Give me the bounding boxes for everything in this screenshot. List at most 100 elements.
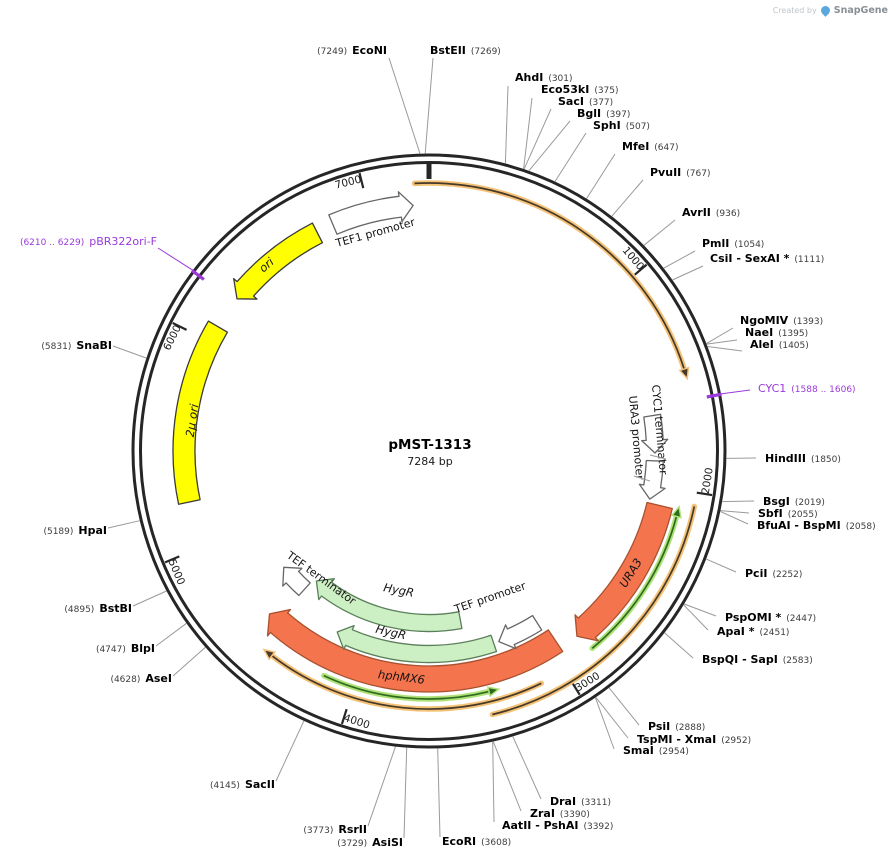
enzyme-site-label[interactable]: BstEII (7269) [430,44,501,57]
enzyme-site-label[interactable]: DraI (3311) [550,795,611,808]
enzyme-leader-line [157,247,193,271]
enzyme-leader-line [706,327,734,345]
enzyme-site-label[interactable]: ZraI (3390) [530,807,590,820]
label-2μ-ori[interactable]: 2μ ori [183,402,202,438]
branding: Created by SnapGene [772,4,888,17]
enzyme-leader-line [594,697,615,750]
enzyme-leader-line [512,736,542,800]
enzyme-site-label[interactable]: SphI (507) [593,119,650,132]
orf-arc-tan [489,503,698,718]
enzyme-site-label[interactable]: PsiI (2888) [648,720,705,733]
enzyme-site-label[interactable]: NaeI (1395) [745,326,808,339]
enzyme-site-label[interactable]: PciI (2252) [745,567,802,580]
label-ura3-promoter[interactable]: URA3 promoter [626,395,646,481]
enzyme-site-label[interactable]: BfuAI - BspMI (2058) [757,519,876,532]
enzyme-leader-line [586,153,616,199]
enzyme-site-label[interactable]: AhdI (301) [515,71,573,84]
enzyme-site-label[interactable]: (4747) BlpI [96,642,155,655]
orf-arc-green [589,504,682,652]
enzyme-site-label[interactable]: CYC1 (1588 .. 1606) [758,382,856,395]
enzyme-leader-line [672,265,704,281]
orf-arrowhead [670,504,682,519]
feature-tef-terminator[interactable] [282,566,311,597]
marker-cyc1 [706,392,722,399]
enzyme-site-label[interactable]: BglI (397) [577,107,630,120]
label-hphmx6[interactable]: hphMX6 [377,667,425,687]
plasmid-backbone-inner-ring [139,161,719,741]
enzyme-site-label[interactable]: (3729) AsiSI [337,836,403,849]
orf-arc-tan [262,648,545,712]
enzyme-site-label[interactable]: (5831) SnaBI [41,339,112,352]
enzyme-site-label[interactable]: SacI (377) [558,95,613,108]
enzyme-site-label[interactable]: (4145) SacII [210,778,275,791]
enzyme-site-label[interactable]: (4628) AseI [110,672,172,685]
feature-tef1-promoter[interactable] [328,191,414,235]
enzyme-site-label[interactable]: (7249) EcoNI [317,44,387,57]
enzyme-leader-line [367,746,396,827]
enzyme-site-label[interactable]: AvrII (936) [682,206,740,219]
enzyme-site-label[interactable]: AleI (1405) [750,338,809,351]
enzyme-leader-line [663,250,696,269]
feature-ura3-promoter[interactable] [638,459,666,500]
enzyme-site-label[interactable]: CsiI - SexAI * (1111) [710,252,824,265]
enzyme-site-label[interactable]: HindIII (1850) [765,452,841,465]
enzyme-leader-line [684,603,717,617]
enzyme-site-label[interactable]: SmaI (2954) [623,744,689,757]
feature-ori[interactable] [233,222,324,300]
enzyme-leader-line [492,741,495,823]
enzyme-site-label[interactable]: NgoMIV (1393) [740,314,823,327]
feature-hphmx6[interactable] [266,608,564,693]
enzyme-leader-line [172,646,206,677]
enzyme-leader-line [683,604,709,631]
enzyme-site-label[interactable]: EcoRI (3608) [442,835,511,848]
orf-arc-tan [411,180,690,381]
label-hygr[interactable]: HygR [382,580,415,600]
enzyme-site-label[interactable]: SbfI (2055) [758,507,818,520]
snapgene-logo-icon [818,4,832,17]
plasmid-name: pMST-1313 [388,437,471,453]
enzyme-site-label[interactable]: TspMI - XmaI (2952) [637,733,751,746]
enzyme-leader-line [504,85,509,164]
feature-tef-promoter[interactable] [498,614,543,650]
enzyme-leader-line [722,500,755,503]
enzyme-site-label[interactable]: BspQI - SapI (2583) [702,653,813,666]
enzyme-leader-line [707,346,743,352]
enzyme-site-label[interactable]: PspOMI * (2447) [725,611,816,624]
feature-hygr[interactable] [336,624,498,664]
orf-arc-line [492,506,696,716]
feature-hygr[interactable] [315,578,463,633]
orf-arrowhead [678,366,690,381]
feature-cyc1-terminator[interactable] [641,413,669,454]
label-tef-promoter[interactable]: TEF promoter [452,579,528,616]
marker-pbr322ori-f [190,269,205,281]
enzyme-site-label[interactable]: BsgI (2019) [763,495,825,508]
enzyme-site-label[interactable]: AatII - PshAI (3392) [502,819,613,832]
scale-tick [696,491,713,497]
created-by-label: Created by [772,6,817,15]
enzyme-site-label[interactable]: (4895) BstBI [64,602,132,615]
feature-ura3[interactable] [574,501,673,642]
enzyme-site-label[interactable]: MfeI (647) [622,140,679,153]
enzyme-site-label[interactable]: ApaI * (2451) [717,625,789,638]
enzyme-site-label[interactable]: (3773) RsrII [303,823,367,836]
enzyme-leader-line [720,389,751,395]
feature-2u-ori[interactable] [172,320,229,505]
feature-leader-line [633,475,651,482]
enzyme-leader-line [523,108,552,170]
scale-tick [358,172,365,189]
orf-arrowhead [262,648,276,661]
enzyme-site-label[interactable]: (6210 .. 6229) pBR322ori-F [20,235,157,248]
enzyme-leader-line [643,219,676,246]
orf-arc-line [414,182,686,370]
enzyme-leader-line [388,57,421,154]
enzyme-leader-line [132,590,167,607]
enzyme-site-label[interactable]: Eco53kI (375) [541,83,619,96]
label-hygr[interactable]: HygR [374,622,407,643]
enzyme-site-label[interactable]: (5189) HpaI [43,524,107,537]
enzyme-leader-line [424,57,434,154]
enzyme-leader-line [492,741,522,812]
feature-leader-line [649,454,667,460]
enzyme-site-label[interactable]: PmlI (1054) [702,237,764,250]
enzyme-site-label[interactable]: PvuII (767) [650,166,710,179]
